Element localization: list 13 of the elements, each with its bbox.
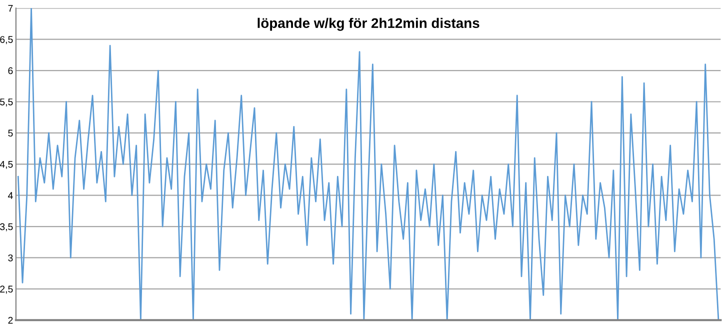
- y-tick-label: 7: [8, 4, 13, 12]
- y-tick-label: 3: [8, 254, 13, 262]
- y-tick-label: 6: [8, 67, 13, 74]
- text: löpande w/kg för 2h12min distans: [258, 18, 480, 31]
- y-tick-label: 2,5: [0, 286, 13, 294]
- y-tick-label: 4,5: [0, 160, 13, 169]
- y-tick-label: 5: [8, 130, 13, 137]
- y-tick-label: 6,5: [0, 36, 13, 44]
- y-tick-label: 5,5: [0, 98, 13, 107]
- y-tick-label: 2: [8, 316, 13, 324]
- line-series: [17, 8, 720, 320]
- y-tick-label: 4: [8, 192, 13, 199]
- y-tick-label: 3,5: [0, 223, 13, 232]
